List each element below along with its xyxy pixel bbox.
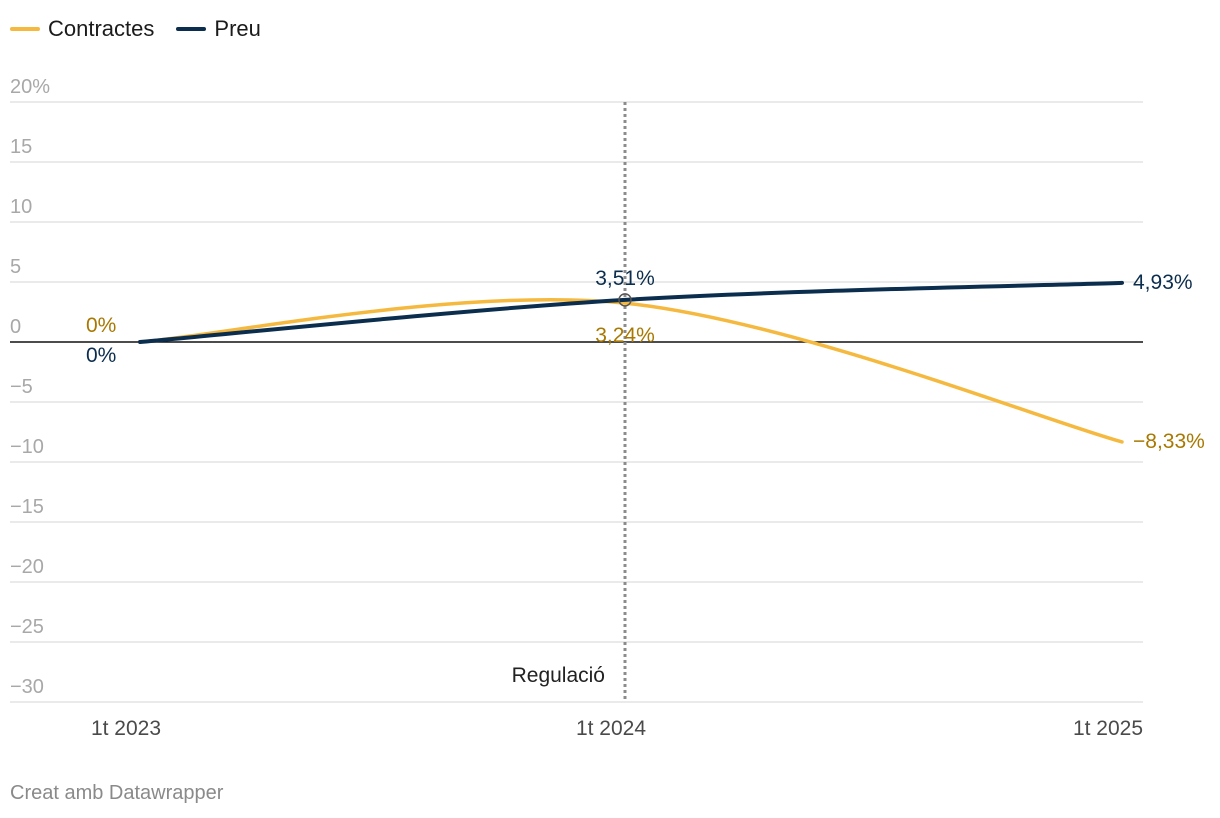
legend-swatch-contractes	[10, 27, 40, 31]
series-line-contractes	[138, 297, 1124, 444]
y-tick-label: −10	[10, 436, 44, 458]
legend: Contractes Preu	[10, 16, 261, 42]
series-line-preu	[138, 280, 1124, 344]
y-tick-label: 0	[10, 316, 21, 338]
legend-label-preu: Preu	[214, 16, 261, 41]
legend-label-contractes: Contractes	[48, 16, 155, 41]
legend-item-contractes: Contractes	[10, 16, 154, 42]
y-tick-label: −5	[10, 376, 33, 398]
data-label: 3,24%	[595, 324, 655, 347]
y-tick-label: −30	[10, 676, 44, 698]
data-point-marker	[618, 293, 632, 307]
data-label: 3,51%	[595, 267, 655, 290]
footer-credit: Creat amb Datawrapper	[10, 782, 224, 804]
x-tick-label: 1t 2024	[576, 717, 646, 740]
y-tick-label: −20	[10, 556, 44, 578]
data-label: 0%	[86, 344, 116, 367]
data-label: −8,33%	[1133, 430, 1205, 453]
x-tick-label: 1t 2023	[91, 717, 161, 740]
y-tick-label: 15	[10, 136, 32, 158]
y-tick-label: 5	[10, 256, 21, 278]
y-tick-label: −15	[10, 496, 44, 518]
y-tick-label: 10	[10, 196, 32, 218]
data-label: 0%	[86, 314, 116, 337]
x-tick-label: 1t 2025	[1073, 717, 1143, 740]
legend-item-preu: Preu	[176, 16, 261, 42]
annotation-label: Regulació	[512, 664, 605, 687]
legend-swatch-preu	[176, 27, 207, 31]
y-tick-label: −25	[10, 616, 44, 638]
data-label: 4,93%	[1133, 271, 1193, 294]
y-tick-label: 20%	[10, 76, 50, 98]
